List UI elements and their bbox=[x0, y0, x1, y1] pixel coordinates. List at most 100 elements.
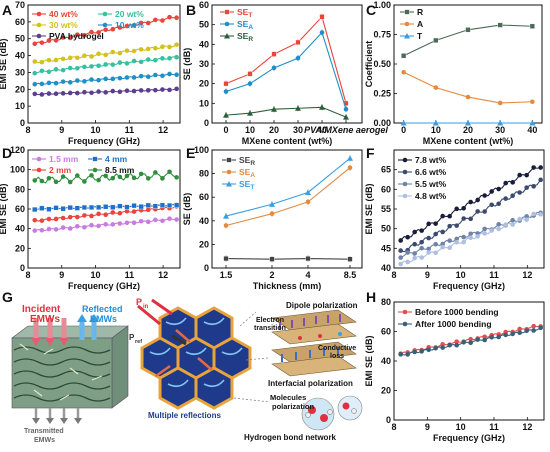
x-axis-label: Frequency (GHz) bbox=[433, 281, 505, 291]
x-tick-label: 9 bbox=[425, 422, 430, 432]
data-point bbox=[269, 201, 275, 207]
data-point bbox=[88, 204, 95, 211]
data-point bbox=[461, 205, 466, 211]
data-point bbox=[271, 51, 277, 57]
data-point bbox=[81, 204, 88, 211]
data-point bbox=[131, 220, 137, 226]
y-tick-label: 60 bbox=[381, 327, 391, 337]
data-point bbox=[124, 173, 130, 179]
data-point bbox=[110, 49, 116, 55]
data-point bbox=[145, 88, 151, 93]
y-tick-label: 40 bbox=[15, 224, 25, 234]
x-tick-label: 2 bbox=[269, 270, 274, 280]
data-point bbox=[529, 23, 535, 29]
data-point bbox=[510, 193, 515, 199]
data-point bbox=[145, 57, 151, 62]
y-tick-label: 0.50 bbox=[373, 59, 391, 69]
data-point bbox=[67, 80, 73, 85]
data-point bbox=[82, 213, 87, 218]
y-tick-label: 60 bbox=[15, 204, 25, 214]
data-point bbox=[145, 219, 151, 225]
data-point bbox=[60, 35, 66, 40]
data-point bbox=[447, 223, 452, 229]
data-point bbox=[67, 179, 73, 185]
schematic-g: Incident EMWs Reflected EMWs Transmitted… bbox=[11, 297, 363, 444]
data-point bbox=[419, 228, 424, 233]
data-point bbox=[32, 41, 38, 47]
data-point bbox=[405, 250, 410, 255]
y-tick-label: 50 bbox=[199, 20, 209, 30]
data-point bbox=[124, 204, 130, 210]
data-point bbox=[465, 94, 471, 100]
data-point bbox=[46, 175, 52, 181]
plot-frame bbox=[393, 301, 545, 421]
legend-entry: 5.5 wt% bbox=[415, 179, 447, 189]
data-point bbox=[482, 209, 487, 214]
legend-entry: PVA hydrogel bbox=[49, 31, 104, 41]
data-point bbox=[426, 235, 431, 241]
data-point bbox=[412, 229, 417, 235]
data-point bbox=[174, 54, 179, 60]
data-point bbox=[497, 120, 504, 126]
data-point bbox=[440, 244, 445, 250]
x-tick-label: 1.5 bbox=[220, 270, 233, 280]
data-point bbox=[96, 177, 101, 183]
panel-label-a: A bbox=[2, 2, 12, 18]
data-point bbox=[153, 170, 158, 175]
data-point bbox=[89, 54, 94, 59]
data-point bbox=[89, 213, 94, 219]
y-tick-label: 30 bbox=[199, 59, 209, 69]
data-point bbox=[454, 206, 459, 212]
data-point bbox=[124, 61, 130, 66]
data-point bbox=[39, 218, 45, 223]
data-point bbox=[96, 51, 101, 57]
data-point bbox=[419, 255, 424, 260]
data-point bbox=[67, 204, 73, 211]
data-point bbox=[247, 110, 253, 116]
data-point bbox=[461, 234, 466, 240]
legend-entry-sub: R bbox=[248, 36, 253, 43]
legend-marker bbox=[226, 169, 232, 175]
data-point bbox=[461, 239, 466, 245]
incident-label: Incident bbox=[22, 304, 61, 315]
data-point bbox=[482, 334, 487, 340]
data-point bbox=[39, 59, 45, 65]
data-point bbox=[74, 205, 80, 211]
legend-entry: After 1000 bending bbox=[415, 319, 492, 329]
legend-entry-sub: A bbox=[250, 172, 255, 179]
series-line bbox=[225, 167, 351, 227]
data-point bbox=[538, 177, 543, 183]
data-point bbox=[138, 73, 144, 79]
legend-entry-sub: A bbox=[248, 24, 253, 31]
transmitted-label-2: EMWs bbox=[34, 437, 55, 444]
data-point bbox=[433, 345, 438, 351]
data-point bbox=[95, 204, 102, 210]
data-point bbox=[46, 91, 52, 96]
data-point bbox=[426, 221, 431, 227]
data-point bbox=[412, 241, 417, 247]
molecules-polarization-label: Molecules bbox=[270, 393, 306, 402]
data-point bbox=[524, 185, 529, 190]
data-point bbox=[117, 221, 123, 226]
legend-entry: T bbox=[417, 31, 423, 41]
data-point bbox=[145, 202, 151, 208]
callout-lines bbox=[233, 311, 271, 403]
data-point bbox=[167, 87, 172, 93]
data-point bbox=[167, 14, 172, 20]
data-point bbox=[319, 14, 325, 20]
data-point bbox=[531, 323, 536, 329]
data-point bbox=[468, 199, 473, 205]
x-tick-label: 0 bbox=[223, 125, 228, 135]
data-point bbox=[60, 67, 66, 73]
data-point bbox=[465, 120, 471, 126]
reflected-label-2: EMWs bbox=[90, 314, 117, 324]
data-point bbox=[531, 328, 536, 333]
legend-marker bbox=[402, 157, 408, 163]
y-tick-label: 60 bbox=[199, 0, 209, 10]
y-axis-label: SE (dB) bbox=[182, 193, 192, 226]
data-point bbox=[96, 77, 101, 83]
y-tick-label: 60 bbox=[199, 192, 209, 202]
data-point bbox=[145, 207, 151, 213]
data-point bbox=[531, 211, 536, 217]
